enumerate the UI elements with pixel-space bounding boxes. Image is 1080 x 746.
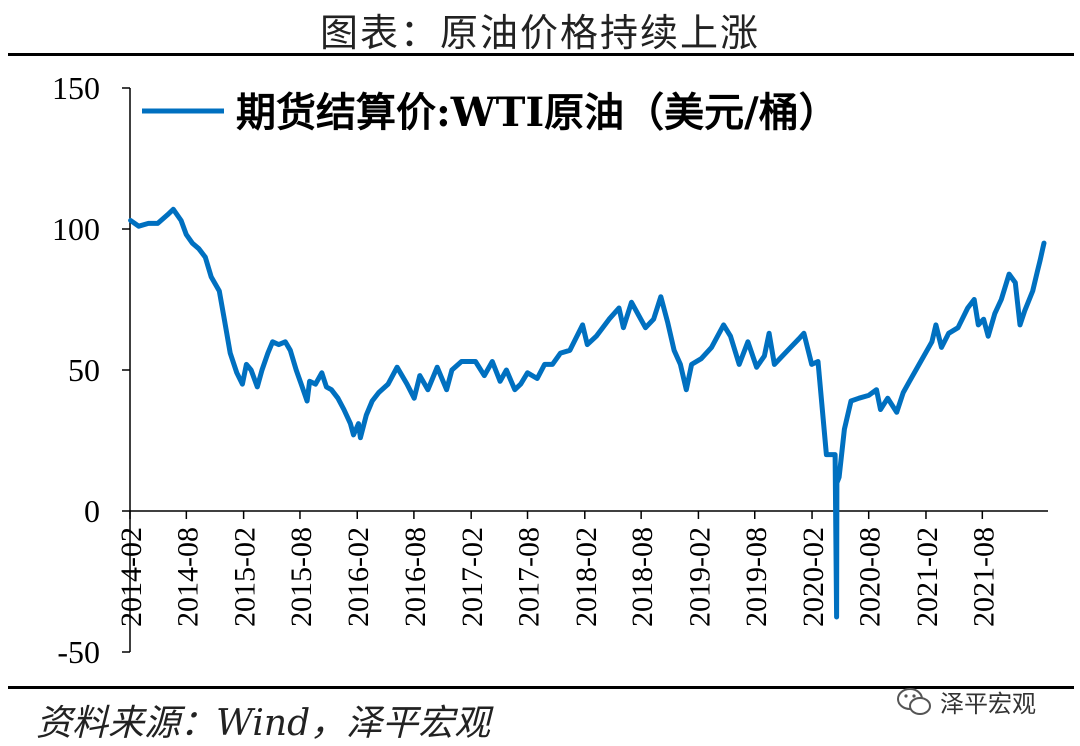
- x-tick-label: 2017-08: [513, 527, 546, 627]
- top-divider: [8, 53, 1074, 56]
- x-tick-label: 2015-02: [229, 527, 262, 627]
- series-line-wti: [128, 206, 1047, 620]
- x-tick-label: 2021-02: [911, 527, 944, 627]
- x-tick-label: 2020-02: [797, 527, 830, 627]
- y-tick-label: 50: [68, 352, 100, 388]
- source-note: 资料来源：Wind，泽平宏观: [36, 703, 491, 744]
- watermark: 泽平宏观: [896, 684, 1036, 719]
- x-tick-label: 2014-02: [115, 527, 148, 627]
- y-tick-label: 150: [52, 70, 100, 106]
- x-tick-label: 2019-08: [740, 527, 773, 627]
- x-tick-label: 2016-02: [342, 527, 375, 627]
- y-tick-label: 100: [52, 211, 100, 247]
- y-tick-label: -50: [57, 634, 100, 670]
- x-tick-label: 2021-08: [967, 527, 1000, 627]
- page-title: 图表：原油价格持续上涨: [319, 11, 760, 55]
- legend-label: 期货结算价:WTI原油（美元/桶）: [236, 89, 839, 136]
- x-tick-label: 2016-08: [399, 527, 432, 627]
- x-tick-label: 2017-02: [456, 527, 489, 627]
- watermark-label: 泽平宏观: [940, 690, 1036, 718]
- x-tick-label: 2019-02: [683, 527, 716, 627]
- x-tick-label: 2018-08: [626, 527, 659, 627]
- bottom-divider: [8, 686, 1074, 689]
- wechat-icon: [897, 687, 931, 715]
- x-tick-label: 2018-02: [570, 527, 603, 627]
- x-tick-label: 2020-08: [854, 527, 887, 627]
- x-tick-label: 2015-08: [285, 527, 318, 627]
- y-tick-label: 0: [84, 493, 100, 529]
- x-tick-label: 2014-08: [171, 527, 204, 627]
